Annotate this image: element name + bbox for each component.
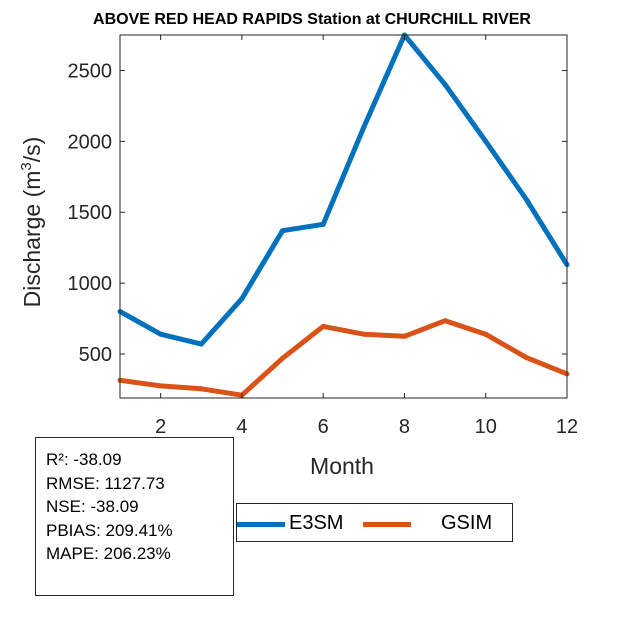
data-point-e3sm-10 — [483, 139, 488, 144]
x-tick-label-12: 12 — [556, 416, 578, 438]
data-point-gsim-10 — [483, 332, 488, 337]
y-tick-label-1500: 1500 — [68, 202, 113, 224]
stats-r2: R²: -38.09 — [46, 448, 233, 472]
data-point-e3sm-7 — [361, 125, 366, 130]
stats-nse: NSE: -38.09 — [46, 495, 233, 519]
data-point-gsim-6 — [321, 324, 326, 329]
stats-rmse: RMSE: 1127.73 — [46, 472, 233, 496]
y-axis-label: Discharge (m3/s) — [18, 137, 45, 308]
x-tick-label-2: 2 — [155, 416, 166, 438]
stats-box: R²: -38.09 RMSE: 1127.73 NSE: -38.09 PBI… — [35, 437, 234, 596]
x-tick-label-8: 8 — [399, 416, 410, 438]
data-point-e3sm-11 — [524, 197, 529, 202]
data-point-e3sm-9 — [443, 82, 448, 87]
plot-area: 2 4 6 8 10 12 500 1000 1500 2000 2500 — [68, 33, 579, 439]
data-point-e3sm-5 — [280, 228, 285, 233]
data-point-gsim-3 — [199, 386, 204, 391]
data-point-e3sm-4 — [239, 296, 244, 301]
y-tick-label-2500: 2500 — [68, 60, 113, 82]
x-tick-label-4: 4 — [236, 416, 247, 438]
y-tick-label-1000: 1000 — [68, 273, 113, 295]
y-tick-label-500: 500 — [79, 344, 112, 366]
data-point-e3sm-6 — [321, 222, 326, 227]
y-axis-label-end: /s) — [19, 137, 45, 163]
data-point-gsim-2 — [158, 383, 163, 388]
x-tick-label-6: 6 — [318, 416, 329, 438]
data-point-gsim-9 — [443, 318, 448, 323]
data-point-gsim-11 — [524, 355, 529, 360]
y-tick-label-2000: 2000 — [68, 131, 113, 153]
y-axis-label-main: Discharge (m — [19, 171, 45, 308]
legend-line-e3sm — [237, 522, 285, 527]
stats-mape: MAPE: 206.23% — [46, 542, 233, 566]
legend-label-e3sm: E3SM — [289, 512, 343, 535]
stats-pbias: PBIAS: 209.41% — [46, 519, 233, 543]
x-axis-label: Month — [310, 453, 374, 479]
legend-line-gsim — [363, 522, 411, 527]
chart-title: ABOVE RED HEAD RAPIDS Station at CHURCHI… — [93, 11, 531, 28]
legend: E3SM GSIM — [236, 503, 513, 542]
data-point-gsim-5 — [280, 356, 285, 361]
data-point-gsim-7 — [361, 332, 366, 337]
y-axis-label-superscript: 3 — [18, 162, 35, 170]
legend-label-gsim: GSIM — [441, 512, 492, 535]
data-point-e3sm-3 — [199, 342, 204, 347]
data-point-gsim-8 — [402, 334, 407, 339]
x-tick-label-10: 10 — [475, 416, 497, 438]
data-point-e3sm-2 — [158, 332, 163, 337]
